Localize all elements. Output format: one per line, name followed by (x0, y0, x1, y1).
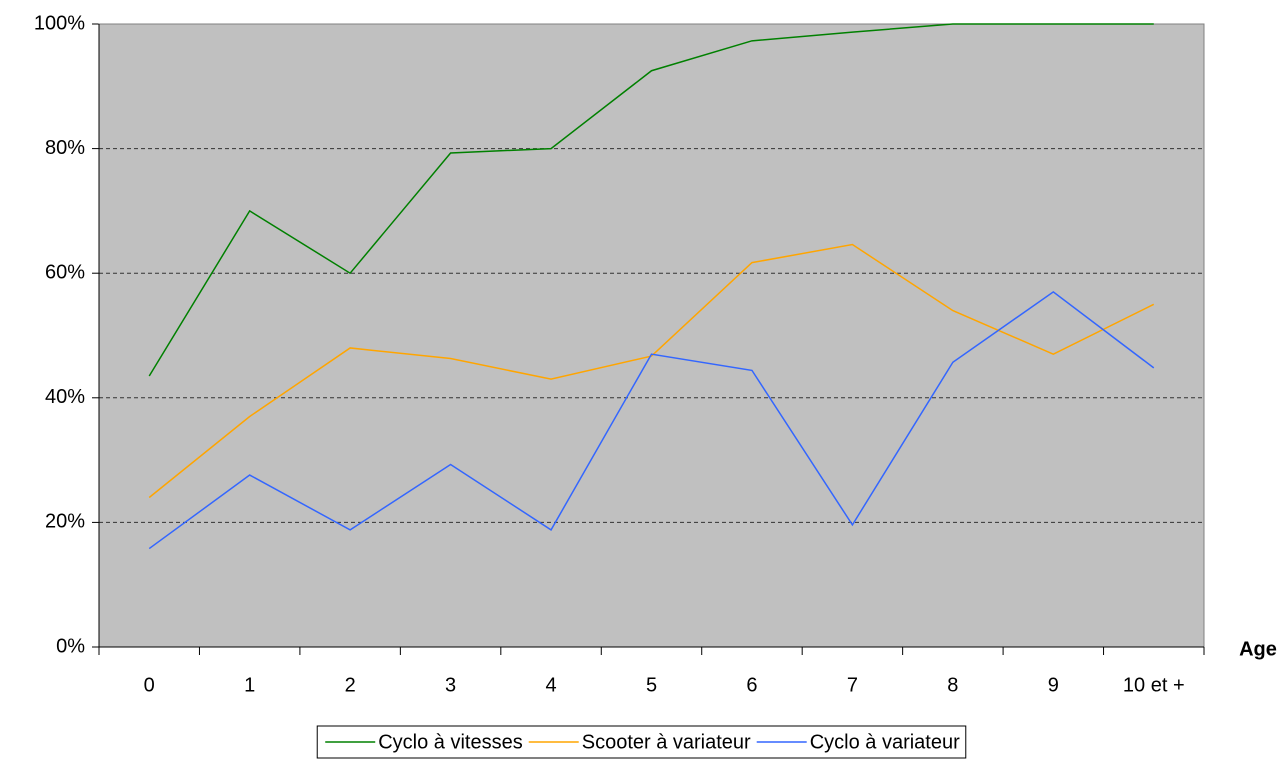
x-tick-label: 4 (545, 674, 556, 696)
x-tick-label: 10 et + (1123, 674, 1185, 696)
legend-label: Scooter à variateur (582, 731, 751, 753)
legend: Cyclo à vitesses Scooter à variateur Cyclo… (316, 725, 967, 759)
x-tick-label: 2 (345, 674, 356, 696)
series-line (148, 243, 1155, 499)
x-tick-label: 0 (144, 674, 155, 696)
legend-box (316, 725, 967, 759)
legend-label: Cyclo à vitesses (378, 731, 523, 753)
series-line (148, 290, 1155, 550)
x-tick-label: 6 (746, 674, 757, 696)
x-tick-label: 5 (646, 674, 657, 696)
y-tick-label: 100% (34, 12, 85, 34)
x-tick-label: 1 (244, 674, 255, 696)
y-tick-label: 60% (45, 261, 85, 283)
x-axis-label: Age (1239, 638, 1277, 660)
legend-label: Cyclo à variateur (810, 731, 960, 753)
x-tick-label: 3 (445, 674, 456, 696)
series-line (148, 23, 1154, 377)
y-tick-label: 0% (56, 635, 85, 657)
x-tick-label: 7 (847, 674, 858, 696)
y-tick-label: 20% (45, 511, 85, 533)
x-tick-label: 8 (947, 674, 958, 696)
y-tick-label: 40% (45, 386, 85, 408)
y-tick-label: 80% (45, 137, 85, 159)
plot-area (99, 24, 1204, 647)
x-tick-label: 9 (1048, 674, 1059, 696)
